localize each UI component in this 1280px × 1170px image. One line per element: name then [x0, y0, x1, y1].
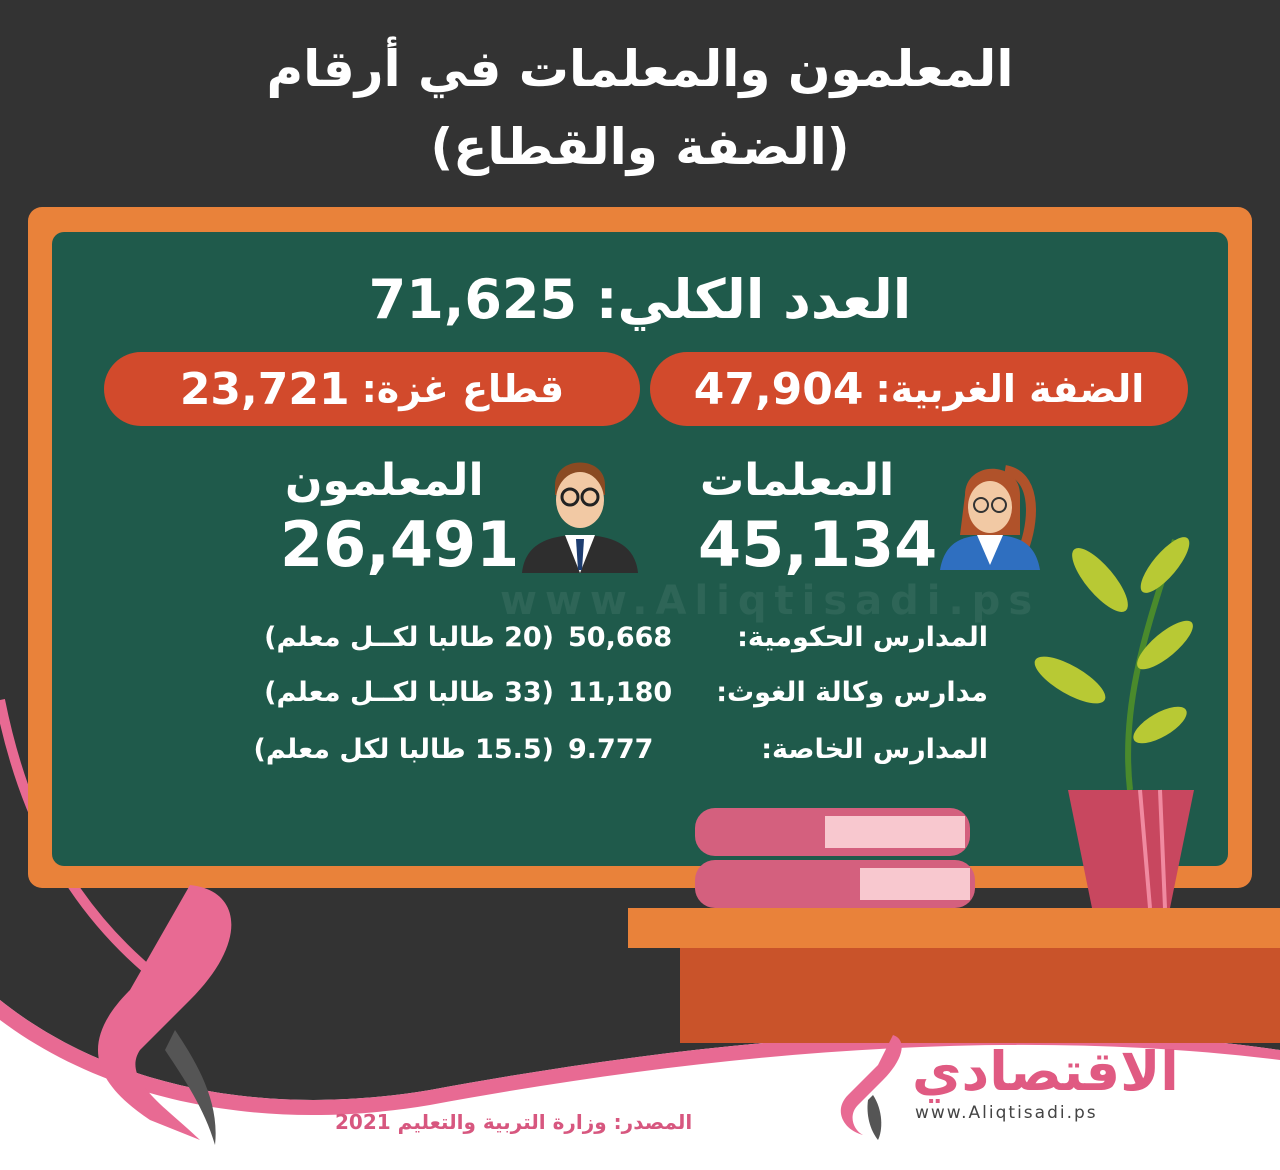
school-row-unrwa: مدارس وكالة الغوث: 11,180 (33 طالبا لكــل …: [208, 677, 988, 708]
school-label: مدارس وكالة الغوث:: [716, 677, 988, 708]
title-line-1: المعلمون والمعلمات في أرقام: [266, 40, 1014, 98]
logo-url: www.Aliqtisadi.ps: [915, 1103, 1098, 1123]
school-ratio: (15.5 طالبا لكل معلم): [253, 734, 554, 765]
school-ratio: (33 طالبا لكــل معلم): [264, 677, 554, 708]
school-value: 50,668: [568, 622, 673, 653]
school-label: المدارس الخاصة:: [761, 734, 988, 765]
desk-top: [628, 908, 1280, 948]
logo-name: الاقتصادي: [912, 1040, 1179, 1103]
female-teacher-icon: [940, 465, 1040, 570]
school-value: 9.777: [568, 734, 654, 765]
school-value: 11,180: [568, 677, 673, 708]
chalkboard: [52, 232, 1228, 866]
total-count: العدد الكلي: 71,625: [0, 268, 1280, 331]
total-label: العدد الكلي:: [595, 268, 912, 331]
west-bank-pill: الضفة الغربية: 47,904: [650, 352, 1188, 426]
female-label: المعلمات: [700, 455, 895, 506]
school-row-government: المدارس الحكومية: 50,668 (20 طالبا لكــل م…: [208, 622, 988, 653]
female-value: 45,134: [698, 508, 938, 581]
west-bank-label: الضفة الغربية:: [875, 367, 1145, 411]
desk-body: [680, 948, 1280, 1043]
school-row-private: المدارس الخاصة: 9.777 (15.5 طالبا لكل معلم…: [208, 734, 988, 765]
logo-mark-icon: [840, 1035, 902, 1140]
source-note: المصدر: وزارة التربية والتعليم 2021: [335, 1110, 693, 1134]
gaza-pill: قطاع غزة: 23,721: [104, 352, 640, 426]
watermark: www.Aliqtisadi.ps: [500, 578, 1041, 624]
title-line-2: (الضفة والقطاع): [430, 118, 850, 176]
male-value: 26,491: [280, 508, 520, 581]
west-bank-value: 47,904: [693, 363, 864, 415]
male-label: المعلمون: [285, 455, 484, 506]
gaza-label: قطاع غزة:: [361, 367, 565, 411]
decor-desk-books-plant: [97, 537, 1280, 1145]
school-ratio: (20 طالبا لكــل معلم): [264, 622, 554, 653]
male-teacher-icon: [522, 462, 638, 573]
books-icon: [695, 808, 975, 908]
gaza-value: 23,721: [179, 363, 350, 415]
plant-icon: [1034, 537, 1194, 909]
pink-curve: [0, 1000, 1280, 1116]
school-label: المدارس الحكومية:: [737, 622, 988, 653]
logo-swoosh-icon: [97, 885, 232, 1145]
total-value: 71,625: [368, 268, 578, 331]
